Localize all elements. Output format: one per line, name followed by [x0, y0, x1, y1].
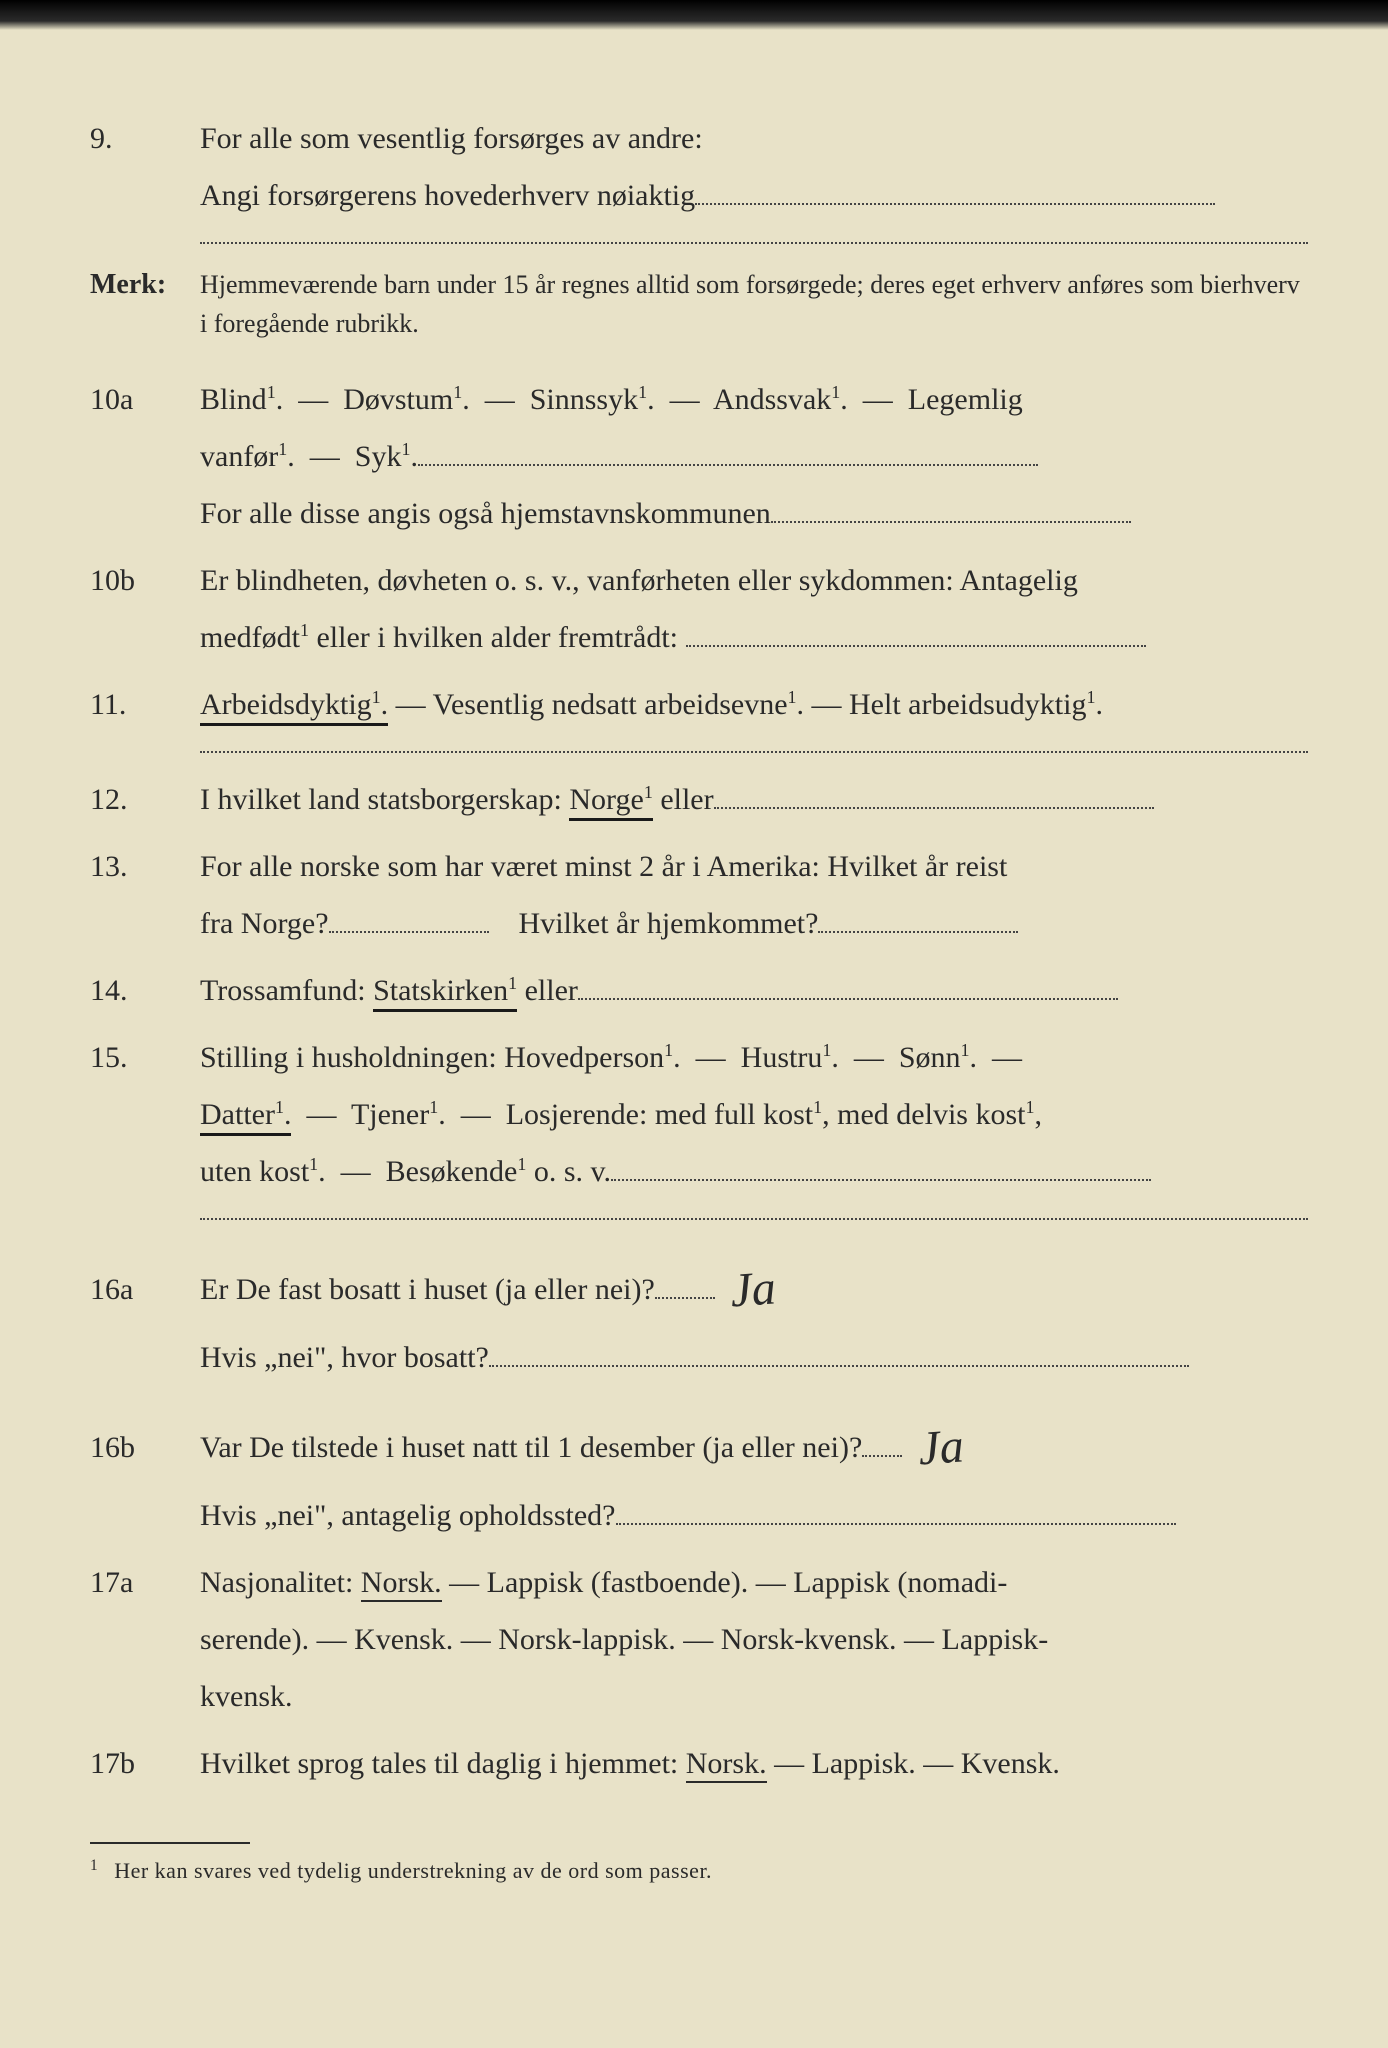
footnote: 1 Her kan svares ved tydelig understrekn…	[90, 1850, 1308, 1892]
q9-blank[interactable]	[695, 175, 1215, 205]
q11-body: Arbeidsdyktig1. — Vesentlig nedsatt arbe…	[200, 676, 1308, 733]
question-10b: 10b Er blindheten, døvheten o. s. v., va…	[90, 552, 1308, 666]
opt-losjerende-full[interactable]: Losjerende: med full kost1	[506, 1098, 822, 1131]
census-form-page: 9. For alle som vesentlig forsørges av a…	[0, 0, 1388, 2048]
opt-uten-kost[interactable]: uten kost1.	[200, 1155, 326, 1188]
question-17b: 17b Hvilket sprog tales til daglig i hje…	[90, 1735, 1308, 1792]
q15-number: 15.	[90, 1029, 200, 1086]
q14-blank[interactable]	[578, 970, 1118, 1000]
question-16b: 16b Var De tilstede i huset natt til 1 d…	[90, 1396, 1308, 1544]
q9-line2: Angi forsørgerens hovederhverv nøiaktig	[200, 167, 1308, 224]
divider	[200, 751, 1308, 753]
opt-datter[interactable]: Datter1.	[200, 1098, 291, 1136]
q17b-body: Hvilket sprog tales til daglig i hjemmet…	[200, 1735, 1308, 1792]
q10b-blank[interactable]	[686, 617, 1146, 647]
q10a-body: Blind1. — Døvstum1. — Sinnssyk1. — Andss…	[200, 371, 1308, 542]
q14-body: Trossamfund: Statskirken1 eller	[200, 962, 1308, 1019]
q10a-line3: For alle disse angis også hjemstavnskomm…	[200, 485, 1308, 542]
q16a-number: 16a	[90, 1261, 200, 1318]
opt-norsk-lang[interactable]: Norsk.	[686, 1747, 767, 1783]
q10a-number: 10a	[90, 371, 200, 428]
q10b-body: Er blindheten, døvheten o. s. v., vanfør…	[200, 552, 1308, 666]
opt-tjener[interactable]: Tjener1.	[351, 1098, 446, 1131]
q17a-body: Nasjonalitet: Norsk. — Lappisk (fastboen…	[200, 1554, 1308, 1725]
q14-number: 14.	[90, 962, 200, 1019]
opt-besokende[interactable]: Besøkende1	[386, 1155, 527, 1188]
q16b-number: 16b	[90, 1419, 200, 1476]
opt-norge[interactable]: Norge1	[569, 783, 652, 821]
opt-arbeidsdyktig[interactable]: Arbeidsdyktig1.	[200, 688, 388, 726]
opt-sinnssyk[interactable]: Sinnssyk1.	[530, 383, 655, 416]
q9-number: 9.	[90, 110, 200, 167]
q15-body: Stilling i husholdningen: Hovedperson1. …	[200, 1029, 1308, 1200]
q9-line1: For alle som vesentlig forsørges av andr…	[200, 110, 1308, 167]
q16b-blank1[interactable]	[862, 1427, 902, 1457]
q16a-body: Er De fast bosatt i huset (ja eller nei)…	[200, 1238, 1308, 1386]
question-10a: 10a Blind1. — Døvstum1. — Sinnssyk1. — A…	[90, 371, 1308, 542]
opt-vanfor[interactable]: vanfør1.	[200, 440, 295, 473]
opt-hovedperson[interactable]: Hovedperson1.	[504, 1041, 680, 1074]
q13-number: 13.	[90, 838, 200, 895]
q16a-blank1[interactable]	[655, 1269, 715, 1299]
divider	[200, 242, 1308, 244]
q17a-number: 17a	[90, 1554, 200, 1611]
opt-hustru[interactable]: Hustru1.	[741, 1041, 839, 1074]
q16b-body: Var De tilstede i huset natt til 1 desem…	[200, 1396, 1308, 1544]
merk-text: Hjemmeværende barn under 15 år regnes al…	[200, 265, 1308, 343]
q16b-answer: Ja	[915, 1401, 967, 1495]
opt-dovstum[interactable]: Døvstum1.	[343, 383, 470, 416]
opt-legemlig: Legemlig	[908, 383, 1023, 416]
question-17a: 17a Nasjonalitet: Norsk. — Lappisk (fast…	[90, 1554, 1308, 1725]
question-12: 12. I hvilket land statsborgerskap: Norg…	[90, 771, 1308, 828]
question-15: 15. Stilling i husholdningen: Hovedperso…	[90, 1029, 1308, 1200]
q12-blank[interactable]	[714, 779, 1154, 809]
q10b-number: 10b	[90, 552, 200, 609]
q11-number: 11.	[90, 676, 200, 733]
q13-body: For alle norske som har været minst 2 år…	[200, 838, 1308, 952]
opt-syk[interactable]: Syk1.	[355, 440, 418, 473]
merk-label: Merk:	[90, 264, 200, 306]
q16a-answer: Ja	[728, 1243, 780, 1337]
opt-blind[interactable]: Blind1.	[200, 383, 283, 416]
q9-body: For alle som vesentlig forsørges av andr…	[200, 110, 1308, 224]
q10a-blank1[interactable]	[418, 436, 1038, 466]
opt-statskirken[interactable]: Statskirken1	[373, 974, 517, 1012]
q12-body: I hvilket land statsborgerskap: Norge1 e…	[200, 771, 1308, 828]
opt-sonn[interactable]: Sønn1.	[899, 1041, 977, 1074]
q10a-blank2[interactable]	[771, 493, 1131, 523]
q17b-number: 17b	[90, 1735, 200, 1792]
question-13: 13. For alle norske som har været minst …	[90, 838, 1308, 952]
question-16a: 16a Er De fast bosatt i huset (ja eller …	[90, 1238, 1308, 1386]
question-14: 14. Trossamfund: Statskirken1 eller	[90, 962, 1308, 1019]
q16b-blank2[interactable]	[616, 1495, 1176, 1525]
divider	[200, 1218, 1308, 1220]
opt-andssvak[interactable]: Andssvak1.	[713, 383, 848, 416]
q13-blank1[interactable]	[329, 903, 489, 933]
merk-note: Merk: Hjemmeværende barn under 15 år reg…	[90, 264, 1308, 343]
question-9: 9. For alle som vesentlig forsørges av a…	[90, 110, 1308, 224]
q13-blank2[interactable]	[818, 903, 1018, 933]
opt-norsk-nat[interactable]: Norsk.	[361, 1566, 442, 1602]
opt-nedsatt[interactable]: Vesentlig nedsatt arbeidsevne1.	[433, 688, 804, 721]
opt-udyktig[interactable]: Helt arbeidsudyktig1.	[849, 688, 1103, 721]
footnote-rule	[90, 1842, 250, 1844]
q15-blank[interactable]	[611, 1151, 1151, 1181]
q16a-blank2[interactable]	[489, 1337, 1189, 1367]
q12-number: 12.	[90, 771, 200, 828]
question-11: 11. Arbeidsdyktig1. — Vesentlig nedsatt …	[90, 676, 1308, 733]
